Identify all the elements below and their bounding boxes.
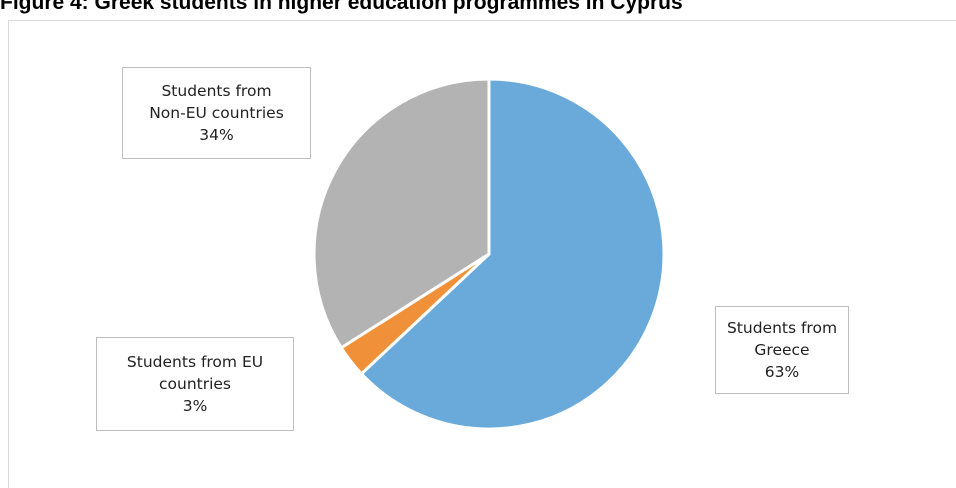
label-non-eu-line2: Non-EU countries <box>149 104 284 122</box>
chart-title: Figure 4: Greek students in higher educa… <box>0 0 683 14</box>
label-greece-pct: 63% <box>764 363 800 381</box>
label-non-eu: Students from Non-EU countries 34% <box>122 67 311 159</box>
label-eu-line1: Students from EU <box>126 353 264 371</box>
label-greece-line2: Greece <box>754 341 810 359</box>
label-greece: Students from Greece 63% <box>715 306 849 394</box>
label-non-eu-line1: Students from <box>161 82 272 100</box>
label-eu-line2: countries <box>158 375 232 393</box>
pie-slice-students-from-non-eu-countries <box>312 77 491 350</box>
label-eu-pct: 3% <box>182 397 208 415</box>
label-eu: Students from EU countries 3% <box>96 337 294 431</box>
label-non-eu-pct: 34% <box>199 126 234 144</box>
label-greece-line1: Students from <box>726 319 838 337</box>
chart-area <box>8 20 956 488</box>
pie-slice-students-from-greece <box>359 77 666 431</box>
